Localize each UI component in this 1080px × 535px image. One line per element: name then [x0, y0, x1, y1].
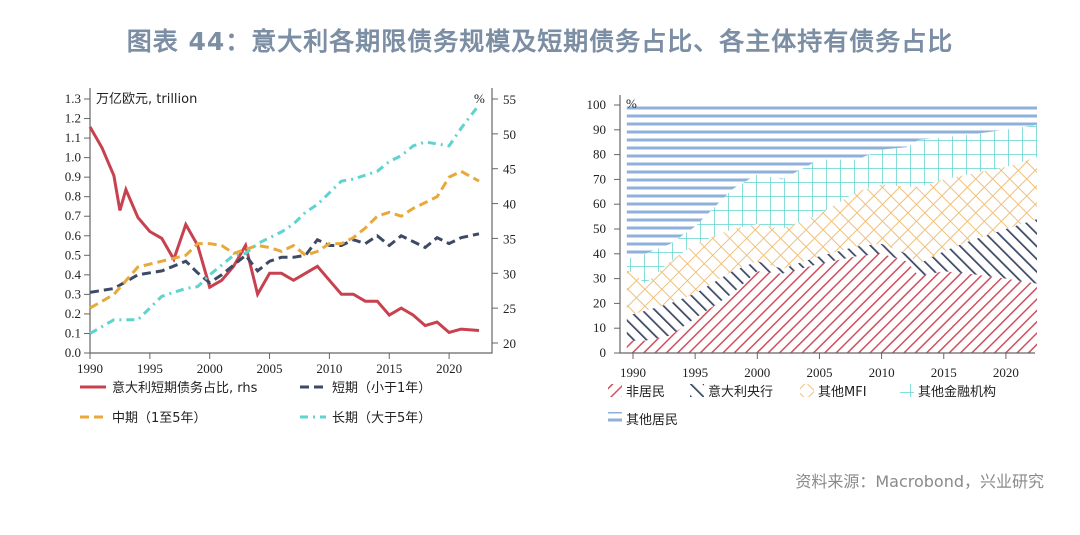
y-tick-label-left: 0.8 [65, 189, 81, 204]
series-line-2 [89, 169, 480, 310]
figure-title: 图表 44：意大利各期限债务规模及短期债务占比、各主体持有债务占比 [126, 27, 954, 56]
legend-label-4: 其他居民 [626, 413, 678, 428]
y-axis-unit: % [626, 96, 637, 111]
y-tick-label: 90 [593, 122, 606, 137]
legend-swatch-0 [608, 384, 622, 397]
y-tick-label-right: 20 [503, 336, 516, 351]
area-2 [626, 157, 1037, 316]
area-0 [626, 253, 1037, 353]
y-tick-label-left: 0.4 [65, 267, 82, 282]
legend-swatch-3 [900, 384, 914, 397]
legend-label-3: 其他金融机构 [918, 384, 996, 400]
plot-frame [89, 88, 493, 354]
x-tick-label: 2010 [316, 361, 342, 376]
area-3 [626, 124, 1037, 284]
legend-label-2: 中期（1至5年） [112, 411, 207, 426]
x-tick-label: 2020 [436, 361, 462, 376]
y-tick-label-left: 0.6 [65, 228, 82, 243]
y-tick-label-right: 35 [503, 231, 516, 246]
series-line-1 [89, 232, 480, 294]
y-tick-label-right: 50 [503, 127, 516, 142]
y-tick-label: 30 [593, 271, 606, 286]
legend-swatch-4 [608, 412, 622, 425]
legend-swatch-2 [800, 384, 814, 397]
y-tick-label: 20 [593, 295, 606, 310]
x-tick-label: 2000 [744, 365, 770, 380]
x-tick-label: 2015 [931, 365, 957, 380]
y-tick-label-left: 0.2 [65, 306, 81, 321]
y-tick-label: 100 [587, 97, 607, 112]
right-axis-unit: % [474, 91, 485, 106]
x-tick-label: 2005 [806, 365, 832, 380]
y-tick-label-left: 0.3 [65, 286, 81, 301]
area-1 [626, 219, 1037, 341]
series-line-0 [88, 126, 480, 335]
y-tick-label: 80 [593, 147, 606, 162]
y-tick-label-left: 0.0 [65, 345, 81, 360]
y-tick-label: 70 [593, 171, 606, 186]
x-tick-label: 2005 [257, 361, 283, 376]
legend-label-2: 其他MFI [818, 385, 867, 400]
series-line-3 [89, 103, 481, 335]
y-tick-label-left: 1.3 [65, 91, 81, 106]
y-tick-label-left: 0.5 [65, 247, 81, 262]
y-tick-label-left: 0.7 [65, 208, 82, 223]
y-tick-label-left: 1.2 [65, 111, 81, 126]
y-tick-label: 10 [593, 320, 606, 335]
y-tick-label-right: 55 [503, 92, 516, 107]
y-tick-label-right: 45 [503, 162, 516, 177]
legend-label-1: 短期（小于1年） [332, 381, 431, 396]
x-tick-label: 1995 [137, 361, 163, 376]
y-tick-label-left: 0.1 [65, 325, 81, 340]
x-tick-label: 2000 [197, 361, 223, 376]
legend-label-3: 长期（大于5年） [332, 411, 431, 426]
x-tick-label: 2010 [869, 365, 895, 380]
x-tick-label: 2020 [993, 365, 1019, 380]
y-tick-label: 40 [593, 246, 606, 261]
x-tick-label: 1990 [620, 365, 646, 380]
x-tick-label: 1995 [682, 365, 708, 380]
left-axis-unit: 万亿欧元, trillion [96, 92, 197, 107]
y-tick-label-left: 1.0 [65, 150, 81, 165]
y-tick-label: 0 [600, 345, 607, 360]
y-tick-label-right: 25 [503, 301, 516, 316]
area-4 [626, 105, 1037, 259]
y-tick-label: 60 [593, 196, 606, 211]
legend-swatch-1 [690, 384, 704, 397]
y-tick-label-left: 0.9 [65, 169, 81, 184]
y-tick-label-right: 30 [503, 266, 516, 281]
legend-label-1: 意大利央行 [708, 384, 773, 400]
legend-label-0: 非居民 [626, 385, 665, 400]
x-tick-label: 1990 [77, 361, 103, 376]
y-tick-label: 50 [593, 221, 606, 236]
legend-label-0: 意大利短期债务占比, rhs [112, 380, 258, 396]
y-tick-label-right: 40 [503, 197, 516, 212]
x-tick-label: 2015 [376, 361, 402, 376]
source-note: 资料来源：Macrobond，兴业研究 [795, 472, 1044, 491]
y-tick-label-left: 1.1 [65, 130, 81, 145]
